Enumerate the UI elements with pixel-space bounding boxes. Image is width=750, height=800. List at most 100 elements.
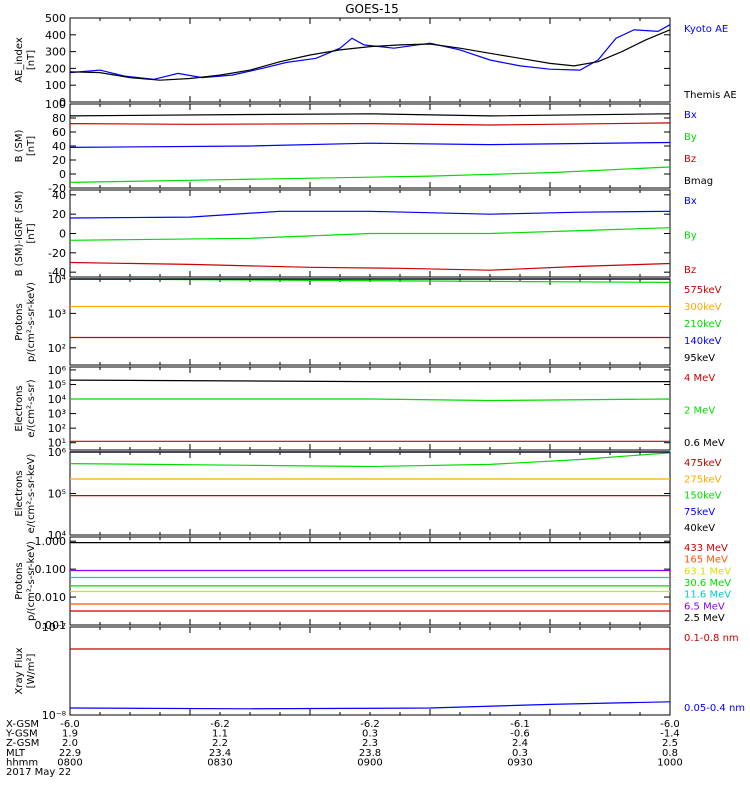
xray-ylabel: [W/m²] [26,653,37,688]
x-axis-row-label: X-GSM [6,719,39,730]
xray-ytick-label: 10⁻⁷ [42,621,66,634]
prot1-ytick-label: 10² [48,342,66,355]
prot1-ytick-label: 10³ [48,307,66,320]
bsm-series-line [69,113,671,117]
xray-legend-entry: 0.05-0.4 nm [684,703,745,714]
bsm-ytick-label: 40 [52,140,66,153]
elec2-legend-entry: 275keV [684,474,722,485]
x-axis-row-value: 2.2 [212,738,228,749]
prot1-legend-entry: 300keV [684,302,722,313]
elec1-ytick-label: 10⁴ [48,393,67,406]
elec2-legend-entry: 40keV [684,523,715,534]
elec2-ytick-label: 10⁶ [48,446,67,459]
elec1-ytick-label: 10⁵ [48,378,66,391]
x-axis-row-value: 23.8 [359,748,381,759]
bsm-ytick-label: 60 [52,126,66,139]
ae-series-line [69,29,671,81]
x-axis-row-value: 2.5 [662,738,678,749]
x-axis-row-value: -6.0 [60,719,80,730]
ae-ylabel: AE_index [14,37,25,83]
bsm-legend-entry: Bx [684,110,697,121]
ae-ytick-label: 500 [45,12,66,25]
prot1-legend-entry: 210keV [684,319,722,330]
elec2-legend-entry: 475keV [684,458,722,469]
elec2-ytick-label: 10⁵ [48,488,66,501]
prot2-legend-entry: 30.6 MeV [684,578,731,589]
bigrf-ylabel: [nT] [26,223,37,243]
x-axis-row-value: 2.0 [62,738,78,749]
x-axis-row-value: -6.2 [210,719,230,730]
prot2-ytick-label: 0.010 [35,591,67,604]
xray-series-line [69,701,671,710]
bigrf-series-line [69,227,671,241]
elec2-legend-entry: 150keV [684,491,722,502]
prot2-legend-entry: 165 MeV [684,555,728,566]
prot2-legend-entry: 6.5 MeV [684,601,725,612]
prot2-legend-entry: 63.1 MeV [684,566,731,577]
elec1-series-line [69,379,670,383]
x-axis-row-value: -6.1 [510,719,530,730]
elec1-ytick-label: 10² [48,422,66,435]
bigrf-ylabel: B (SM)-IGRF (SM) [14,191,25,277]
figure-title: GOES-15 [345,2,399,16]
elec1-legend-entry: 2 MeV [684,406,715,417]
elec1-ytick-label: 10³ [48,408,66,421]
xray-ylabel: Xray Flux [14,647,25,694]
bsm-ytick-label: 80 [52,112,66,125]
x-axis-row-value: 23.4 [209,748,231,759]
prot2-legend-entry: 11.6 MeV [684,590,731,601]
bigrf-ytick-label: 0 [59,228,66,241]
x-axis-row-value: 0800 [57,757,82,768]
bsm-series-line [69,166,671,183]
prot1-ylabel: p/(cm²-s-sr-keV) [26,282,37,362]
prot1-legend-entry: 95keV [684,353,715,364]
bsm-legend-entry: Bz [684,154,696,165]
x-axis-row-value: 22.9 [59,748,81,759]
prot2-ylabel: Protons [14,562,25,599]
elec1-ytick-label: 10¹ [48,437,66,450]
bigrf-legend-entry: By [684,231,697,242]
prot2-ylabel: p/(cm²-s-sr-keV) [26,541,37,621]
elec1-legend-entry: 0.6 MeV [684,438,725,449]
ae-ytick-label: 0 [59,96,66,109]
x-axis-row-value: 0.3 [362,729,378,740]
xray-legend-entry: 0.1-0.8 nm [684,633,739,644]
x-axis-row-label: hhmm [6,757,38,768]
prot2-ytick-label: 0.001 [35,619,67,632]
elec2-ylabel: Electrons [14,470,25,516]
x-axis-row-value: 0900 [357,757,382,768]
x-axis-row-value: 1000 [657,757,682,768]
elec1-ylabel: Electrons [14,385,25,431]
x-axis-row-value: -6.0 [660,719,680,730]
x-axis-row-value: 2.3 [362,738,378,749]
x-axis-row-value: -1.4 [660,729,680,740]
x-axis-row-value: 1.1 [212,729,228,740]
bsm-ytick-label: 20 [52,154,66,167]
prot1-frame [69,278,671,366]
bigrf-ytick-label: 20 [52,208,66,221]
elec2-series-line [69,452,671,468]
ae-series-line [69,24,671,80]
ae-legend-entry: Themis AE [683,90,737,101]
x-axis-row-value: 1.9 [62,729,78,740]
x-axis-row-value: 2.4 [512,738,528,749]
elec2-legend-entry: 75keV [684,507,715,518]
bigrf-legend-entry: Bz [684,265,696,276]
x-axis-row-value: 0.8 [662,748,678,759]
prot1-ylabel: Protons [14,303,25,340]
prot2-legend-entry: 2.5 MeV [684,613,725,624]
x-axis-row-value: 0830 [207,757,232,768]
bigrf-legend-entry: Bx [684,196,697,207]
elec1-ytick-label: 10⁶ [48,364,67,377]
bsm-ytick-label: 0 [59,168,66,181]
prot2-legend-entry: 433 MeV [684,543,728,554]
bigrf-series-line [69,261,671,271]
bsm-ytick-label: 100 [45,98,66,111]
ae-ylabel: [nT] [26,50,37,70]
x-axis-row-label: Z-GSM [6,738,39,749]
x-axis-row-value: 0930 [507,757,532,768]
bsm-series-line [69,122,671,126]
ae-ytick-label: 400 [45,29,66,42]
elec1-legend-entry: 4 MeV [684,373,715,384]
